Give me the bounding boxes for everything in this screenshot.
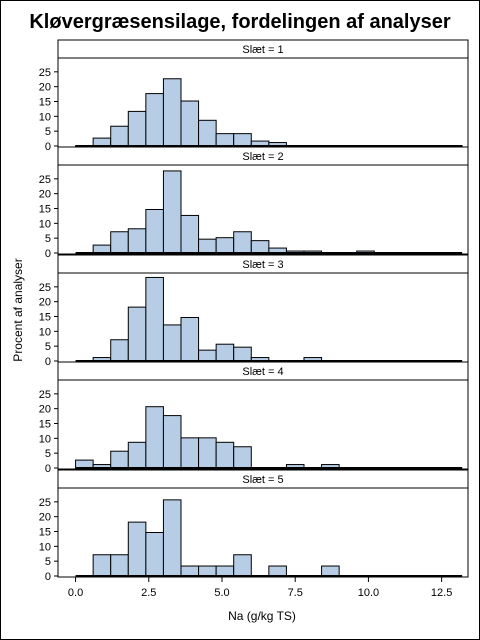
histogram-bar	[127, 228, 147, 255]
y-tick-label: 20	[39, 297, 51, 309]
histogram-bar	[110, 125, 129, 148]
x-tick-label: 12.5	[431, 587, 452, 599]
y-tick-label: 25	[39, 497, 51, 509]
histogram-bar	[145, 276, 164, 363]
x-axis: 0.0 2.5 5.0 7.5 10.0 12.5	[68, 577, 452, 599]
x-tick-label: 10.0	[358, 587, 379, 599]
x-tick-label: 2.5	[141, 587, 156, 599]
histogram-bar	[215, 237, 235, 255]
y-tick-label: 5	[45, 448, 51, 460]
y-tick-label: 25	[39, 282, 51, 294]
histogram-bar	[145, 406, 164, 470]
y-tick-label: 15	[39, 97, 51, 109]
histogram-bar	[162, 170, 182, 255]
y-tick-label: 25	[39, 67, 51, 79]
panel-3: Slæt = 3 0 5 10 15 20 25	[39, 254, 469, 368]
y-tick-label: 20	[39, 82, 51, 94]
histogram-bar	[233, 346, 252, 363]
histogram-bar	[162, 78, 182, 148]
histogram-bar	[215, 343, 235, 363]
panel-strip-label: Slæt = 2	[242, 151, 283, 163]
x-tick-label: 7.5	[288, 587, 303, 599]
panel-strip-label: Slæt = 3	[242, 259, 283, 271]
panel-1: Slæt = 1 0 5 10 15 20 25	[39, 39, 469, 153]
histogram-bar	[162, 499, 182, 578]
histogram-bar	[233, 554, 252, 578]
panel-5: Slæt = 5 0 5 10 15 20 25	[39, 469, 469, 583]
y-tick-label: 15	[39, 419, 51, 431]
y-tick-label: 15	[39, 312, 51, 324]
histogram-bar	[233, 446, 252, 470]
histogram-bar	[110, 450, 129, 470]
panel-strip-label: Slæt = 4	[242, 366, 283, 378]
y-tick-label: 5	[45, 341, 51, 353]
y-tick-label: 10	[39, 111, 51, 123]
y-tick-label: 20	[39, 189, 51, 201]
histogram-bar	[180, 100, 200, 148]
histogram-bar	[92, 554, 112, 578]
histogram-bar	[162, 324, 182, 363]
y-tick-label: 0	[45, 571, 51, 583]
histogram-bar	[250, 240, 270, 255]
histogram-bar	[110, 554, 129, 578]
histogram-bar	[215, 441, 235, 470]
y-tick-label: 15	[39, 204, 51, 216]
y-tick-label: 5	[45, 556, 51, 568]
histogram-bar	[198, 437, 217, 470]
y-tick-label: 10	[39, 326, 51, 338]
y-tick-label: 10	[39, 433, 51, 445]
y-tick-label: 15	[39, 527, 51, 539]
y-tick-label: 0	[45, 356, 51, 368]
y-tick-label: 0	[45, 463, 51, 475]
x-axis-label: Na (g/kg TS)	[228, 609, 296, 623]
x-tick-label: 5.0	[214, 587, 229, 599]
histogram-bar	[233, 133, 252, 148]
panel-4: Slæt = 4 0 5 10 15 20 25	[39, 361, 469, 475]
y-tick-label: 0	[45, 141, 51, 153]
y-tick-label: 25	[39, 389, 51, 401]
histogram-bar	[198, 238, 217, 255]
chart-title: Kløvergræsensilage, fordelingen af analy…	[29, 11, 450, 33]
y-tick-label: 5	[45, 126, 51, 138]
y-tick-label: 0	[45, 248, 51, 260]
y-tick-label: 5	[45, 233, 51, 245]
panel-2: Slæt = 2 0 5 10 15 20 25	[39, 146, 469, 260]
y-tick-label: 20	[39, 512, 51, 524]
y-tick-label: 10	[39, 218, 51, 230]
y-tick-label: 10	[39, 541, 51, 553]
histogram-bar	[127, 306, 147, 363]
histogram-bar	[127, 441, 147, 470]
panel-strip-label: Slæt = 1	[242, 44, 283, 56]
histogram-bar	[110, 339, 129, 363]
histogram-bar	[145, 209, 164, 255]
histogram-bar	[215, 133, 235, 148]
y-tick-label: 20	[39, 404, 51, 416]
histogram-bar	[127, 110, 147, 148]
histogram-bar	[180, 317, 200, 363]
y-tick-label: 25	[39, 174, 51, 186]
histogram-bar	[180, 214, 200, 255]
panel-strip-label: Slæt = 5	[242, 474, 283, 486]
histogram-bar	[110, 231, 129, 255]
histogram-bar	[180, 437, 200, 470]
histogram-bar	[127, 521, 147, 578]
histogram-bar	[162, 415, 182, 470]
x-tick-label: 0.0	[68, 587, 83, 599]
histogram-bar	[233, 231, 252, 255]
histogram-bar	[198, 119, 217, 148]
histogram-bar	[145, 532, 164, 578]
histogram-bar	[145, 93, 164, 148]
y-axis-label: Procent af analyser	[11, 258, 25, 361]
